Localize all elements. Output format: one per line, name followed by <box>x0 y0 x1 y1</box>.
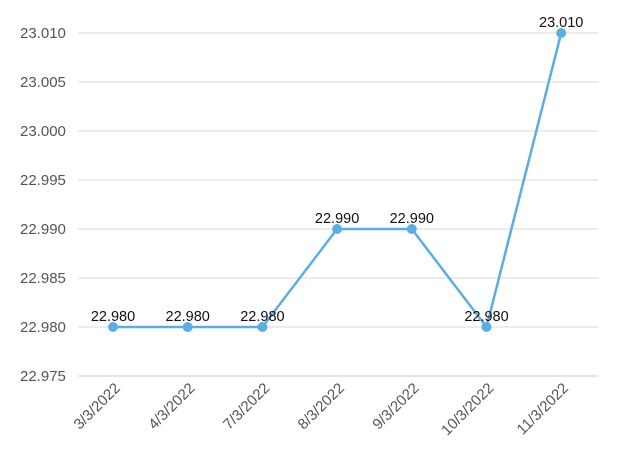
x-tick-label: 11/3/2022 <box>514 380 572 438</box>
y-tick-label: 23.010 <box>20 25 66 42</box>
y-tick-label: 22.975 <box>20 368 66 385</box>
y-tick-label: 22.985 <box>20 270 66 287</box>
x-axis-ticks: 3/3/2022 4/3/2022 7/3/2022 8/3/2022 9/3/2022… <box>71 380 573 439</box>
data-point <box>556 28 567 38</box>
x-tick-label: 9/3/2022 <box>369 380 422 433</box>
data-point <box>406 224 417 234</box>
data-point <box>257 322 268 332</box>
y-axis-ticks: 22.975 22.980 22.985 22.990 22.995 23.000 23.0… <box>20 25 66 385</box>
y-tick-label: 23.005 <box>20 74 66 91</box>
data-label: 22.980 <box>91 309 135 325</box>
x-tick-label: 8/3/2022 <box>295 380 348 433</box>
data-points <box>108 28 567 332</box>
data-point <box>108 322 118 332</box>
data-label: 22.980 <box>240 309 284 325</box>
y-tick-label: 22.995 <box>20 172 66 189</box>
gridlines <box>78 32 598 377</box>
y-tick-label: 22.980 <box>20 319 66 336</box>
data-point <box>182 322 193 332</box>
x-tick-label: 10/3/2022 <box>438 380 497 439</box>
data-label: 23.010 <box>539 15 583 31</box>
y-tick-label: 23.000 <box>20 123 66 140</box>
y-tick-label: 22.990 <box>20 221 66 238</box>
x-tick-label: 7/3/2022 <box>220 380 273 433</box>
data-point <box>481 322 492 332</box>
data-label: 22.990 <box>390 211 434 227</box>
data-label: 22.990 <box>315 211 359 227</box>
data-labels: 22.980 22.980 22.980 22.990 22.990 22.980 23.0… <box>91 15 584 325</box>
data-label: 22.980 <box>166 309 210 325</box>
x-tick-label: 3/3/2022 <box>71 380 124 433</box>
data-point <box>332 224 343 234</box>
x-tick-label: 4/3/2022 <box>145 380 198 433</box>
data-label: 22.980 <box>464 309 508 325</box>
